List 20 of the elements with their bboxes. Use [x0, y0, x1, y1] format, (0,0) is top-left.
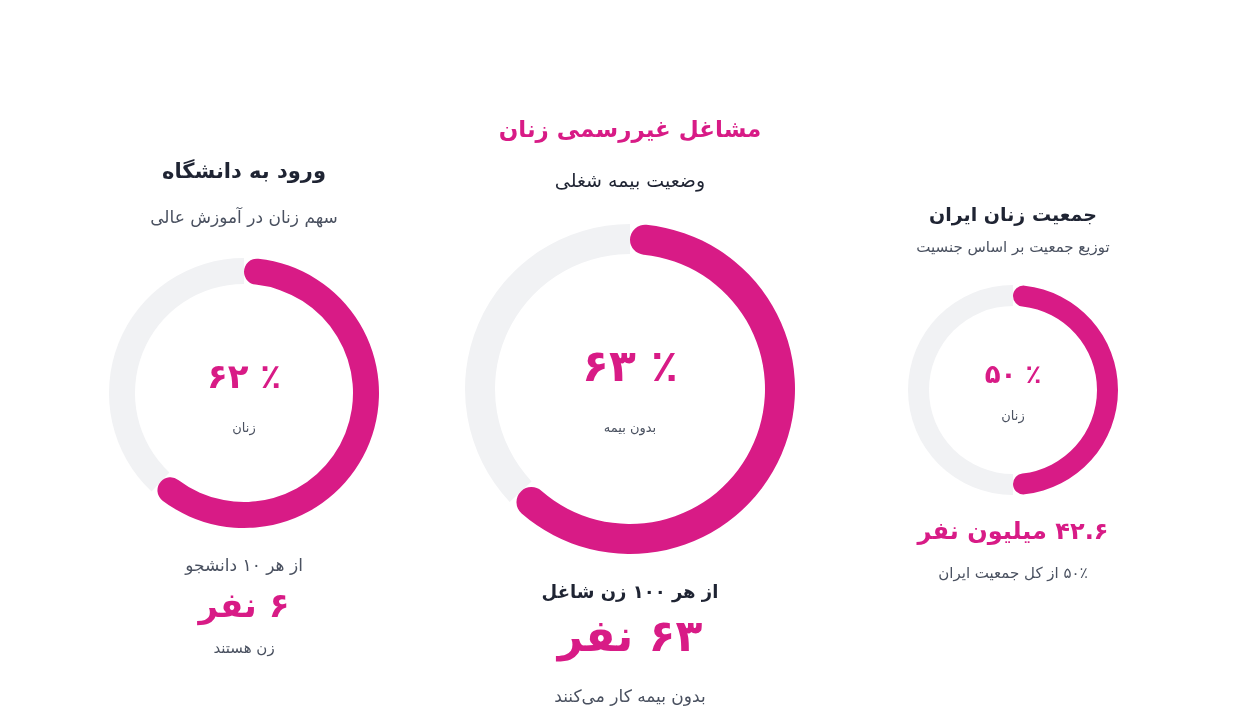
chart-title: جمعیت زنان ایران — [929, 203, 1097, 226]
chart-subtitle: توزیع جمعیت بر اساس جنسیت — [916, 238, 1110, 256]
chart-subtitle: وضعیت بیمه شغلی — [554, 169, 706, 192]
slice-label: زنان — [1001, 408, 1025, 424]
slice-label: بدون بیمه — [603, 420, 657, 436]
slice-label: زنان — [232, 420, 256, 436]
text: از هر ۱۰ دانشجو — [184, 555, 303, 575]
text: ۶ نفر — [196, 585, 290, 626]
text: بدون بیمه کار می‌کنند — [554, 686, 706, 706]
data-label: ۶۲ ٪ — [206, 356, 282, 396]
data-label: ۵۰ ٪ — [984, 359, 1042, 389]
text: ۴۲.۶ میلیون نفر — [916, 517, 1109, 545]
text: ۵۰٪ از کل جمعیت ایران — [938, 564, 1088, 582]
data-label: ۶۳ ٪ — [582, 340, 678, 391]
text: از هر ۱۰۰ زن شاغل — [541, 581, 719, 603]
chart-subtitle: سهم زنان در آموزش عالی — [150, 206, 338, 228]
chart-title: مشاغل غیررسمی زنان — [498, 116, 762, 143]
text: ۶۳ نفر — [555, 610, 703, 662]
text: زن هستند — [213, 639, 275, 657]
chart-title: ورود به دانشگاه — [162, 158, 326, 183]
